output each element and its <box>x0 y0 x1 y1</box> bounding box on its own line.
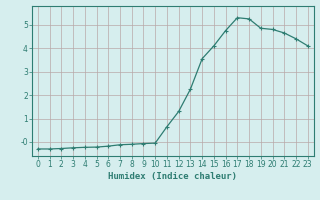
X-axis label: Humidex (Indice chaleur): Humidex (Indice chaleur) <box>108 172 237 181</box>
